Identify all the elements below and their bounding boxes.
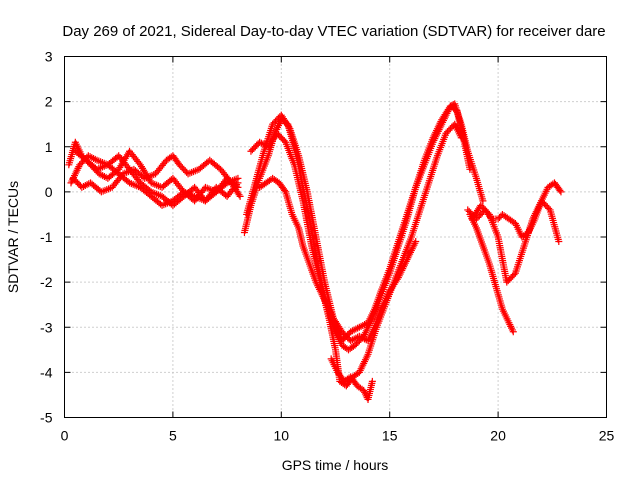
data-point	[545, 204, 553, 212]
y-tick-label: -4	[40, 364, 53, 380]
x-tick-label: 20	[490, 428, 506, 444]
y-tick-label: 3	[45, 49, 53, 65]
data-point	[466, 165, 474, 173]
x-tick-label: 15	[382, 428, 398, 444]
series-track-d	[71, 147, 242, 209]
y-tick-label: -3	[40, 319, 53, 335]
series-track-l	[327, 355, 376, 403]
data-point	[235, 191, 243, 199]
x-tick-label: 0	[61, 428, 69, 444]
data-point	[484, 209, 492, 217]
x-tick-label: 5	[169, 428, 177, 444]
series-track-h	[256, 174, 420, 345]
y-axis-label: SDTVAR / TECUs	[5, 181, 21, 293]
x-tick-label: 10	[274, 428, 290, 444]
data-point	[368, 377, 376, 385]
x-tick-label: 25	[599, 428, 615, 444]
y-tick-label: -5	[40, 410, 53, 426]
data-point	[555, 238, 563, 246]
data-point	[556, 186, 564, 194]
x-axis-label: GPS time / hours	[282, 457, 389, 473]
y-tick-label: 0	[45, 184, 53, 200]
data-point	[236, 192, 244, 200]
data-point	[280, 137, 288, 145]
data-point	[285, 123, 293, 131]
data-point	[510, 271, 518, 279]
plot-frame	[64, 56, 607, 418]
data-point	[509, 328, 517, 336]
x-tick-labels: 0 5 10 15 20 25	[61, 428, 615, 444]
series-track-c	[69, 152, 244, 200]
data-point	[479, 197, 487, 205]
data-point	[557, 188, 565, 196]
data-point	[457, 134, 465, 142]
y-tick-label: 1	[45, 139, 53, 155]
y-tick-label: -1	[40, 229, 53, 245]
data-points	[65, 100, 565, 403]
data-point	[233, 181, 241, 189]
y-tick-label: 2	[45, 94, 53, 110]
y-tick-labels: -5 -4 -3 -2 -1 0 1 2 3	[40, 49, 53, 426]
y-tick-label: -2	[40, 274, 53, 290]
data-point	[234, 179, 242, 187]
data-point	[412, 238, 420, 246]
series-track-j	[466, 210, 517, 336]
data-point	[281, 186, 289, 194]
series-track-k	[468, 197, 563, 286]
chart-title: Day 269 of 2021, Sidereal Day-to-day VTE…	[62, 23, 605, 40]
